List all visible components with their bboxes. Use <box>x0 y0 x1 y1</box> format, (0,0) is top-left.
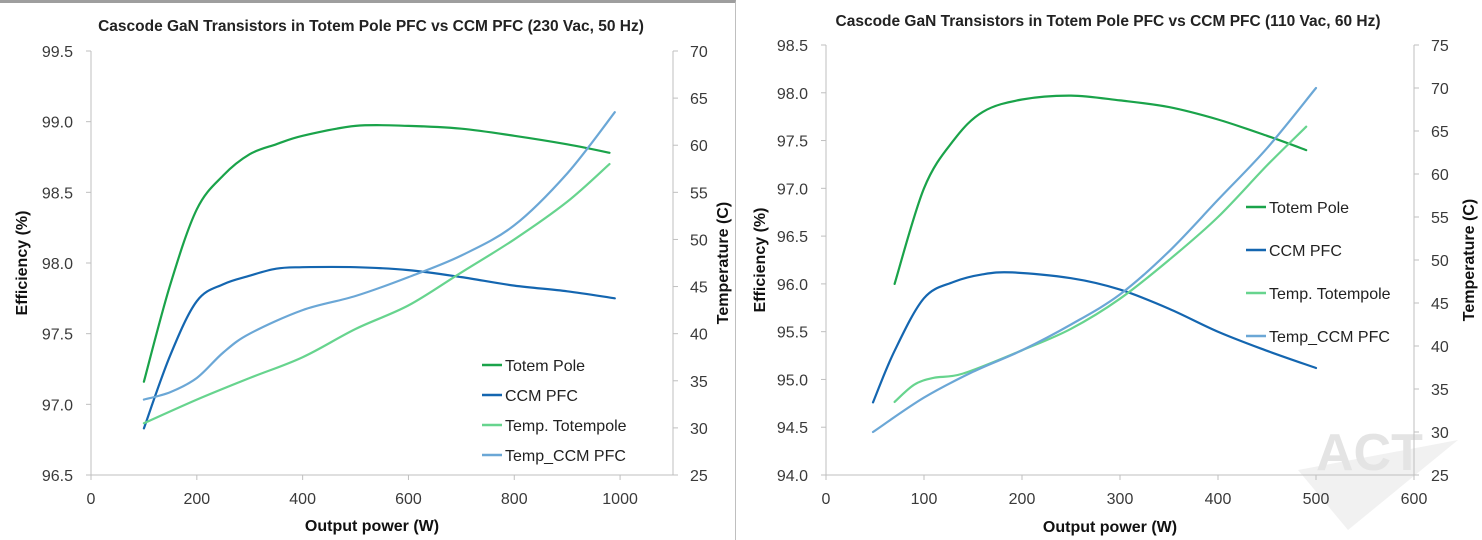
y2-tick-label: 75 <box>1431 38 1449 55</box>
x-axis-title: Output power (W) <box>305 518 439 535</box>
y-tick-label: 97.5 <box>777 134 808 151</box>
y-tick-label: 97.0 <box>42 397 73 414</box>
series-line-totem-pole <box>142 123 611 383</box>
y2-tick-label: 30 <box>1431 425 1449 442</box>
x-tick-label: 400 <box>1205 491 1232 508</box>
x-tick-label: 200 <box>1009 491 1036 508</box>
y2-tick-label: 50 <box>1431 253 1449 270</box>
legend-label-ccm-pfc: CCM PFC <box>505 388 578 405</box>
x-tick-label: 1000 <box>602 491 638 508</box>
y-tick-label: 98.0 <box>42 256 73 273</box>
chart-title: Cascode GaN Transistors in Totem Pole PF… <box>98 18 644 35</box>
y-tick-label: 94.5 <box>777 420 808 437</box>
series-line-temp-ccm-pfc <box>871 86 1318 434</box>
y2-tick-label: 70 <box>690 44 708 61</box>
x-tick-label: 0 <box>87 491 96 508</box>
y2-tick-label: 55 <box>690 185 708 202</box>
y2-tick-label: 35 <box>1431 382 1449 399</box>
legend-label-temp-ccm-pfc: Temp_CCM PFC <box>505 448 626 465</box>
y2-tick-label: 25 <box>690 468 708 485</box>
y2-tick-label: 45 <box>1431 296 1449 313</box>
y-tick-label: 98.0 <box>777 86 808 103</box>
x-tick-label: 600 <box>1401 491 1428 508</box>
chart-230vac: Cascode GaN Transistors in Totem Pole PF… <box>14 18 732 535</box>
y-tick-label: 96.0 <box>777 277 808 294</box>
x-tick-label: 600 <box>395 491 422 508</box>
legend-label-temp-totempole: Temp. Totempole <box>1269 286 1391 303</box>
y-tick-label: 97.0 <box>777 181 808 198</box>
series-line-temp-ccm-pfc <box>142 111 616 401</box>
chart-panel-110vac: ACT Cascode GaN Transistors in Totem Pole… <box>738 0 1482 540</box>
y2-axis-title: Temperature (C) <box>1461 199 1478 321</box>
y2-tick-label: 65 <box>690 91 708 108</box>
x-tick-label: 200 <box>183 491 210 508</box>
y-tick-label: 96.5 <box>42 468 73 485</box>
y-tick-label: 98.5 <box>777 38 808 55</box>
x-tick-label: 0 <box>822 491 831 508</box>
legend-label-ccm-pfc: CCM PFC <box>1269 243 1342 260</box>
y2-tick-label: 25 <box>1431 468 1449 485</box>
legend-label-temp-ccm-pfc: Temp_CCM PFC <box>1269 329 1390 346</box>
series-line-ccm-pfc <box>142 265 616 430</box>
y2-tick-label: 40 <box>1431 339 1449 356</box>
chart-110vac: ACT Cascode GaN Transistors in Totem Pole… <box>752 13 1478 536</box>
y-axis-title: Efficiency (%) <box>752 208 769 313</box>
y-tick-label: 97.5 <box>42 327 73 344</box>
y2-tick-label: 60 <box>690 138 708 155</box>
x-tick-label: 500 <box>1303 491 1330 508</box>
x-tick-label: 100 <box>911 491 938 508</box>
y2-tick-label: 60 <box>1431 167 1449 184</box>
y2-tick-label: 35 <box>690 374 708 391</box>
chart-title: Cascode GaN Transistors in Totem Pole PF… <box>836 13 1381 30</box>
legend-label-temp-totempole: Temp. Totempole <box>505 418 627 435</box>
y-tick-label: 99.0 <box>42 115 73 132</box>
x-tick-label: 300 <box>1107 491 1134 508</box>
y2-tick-label: 55 <box>1431 210 1449 227</box>
y-tick-label: 99.5 <box>42 44 73 61</box>
y2-axis-title: Temperature (C) <box>715 202 732 324</box>
legend-label-totem-pole: Totem Pole <box>505 358 585 375</box>
y-tick-label: 98.5 <box>42 185 73 202</box>
legend: Totem Pole CCM PFC Temp. Totempole Temp_CCM… <box>482 358 627 465</box>
legend: Totem Pole CCM PFC Temp. Totempole Temp_CCM… <box>1246 200 1391 346</box>
series-line-temp-totempole <box>893 125 1308 403</box>
watermark-shape <box>1298 440 1458 530</box>
y2-tick-label: 45 <box>690 280 708 297</box>
y2-tick-label: 70 <box>1431 81 1449 98</box>
y-tick-label: 96.5 <box>777 229 808 246</box>
series-line-totem-pole <box>893 94 1308 285</box>
watermark-text: ACT <box>1316 424 1423 482</box>
x-axis-title: Output power (W) <box>1043 519 1177 536</box>
series-line-temp-totempole <box>142 163 611 425</box>
y2-tick-label: 65 <box>1431 124 1449 141</box>
y2-tick-label: 40 <box>690 327 708 344</box>
chart-panel-230vac: Cascode GaN Transistors in Totem Pole PF… <box>0 0 736 540</box>
series-line-ccm-pfc <box>871 271 1318 404</box>
act-watermark: ACT <box>1298 424 1458 530</box>
y-tick-label: 95.0 <box>777 372 808 389</box>
y2-tick-label: 30 <box>690 421 708 438</box>
x-tick-label: 800 <box>501 491 528 508</box>
x-tick-label: 400 <box>289 491 316 508</box>
y2-tick-label: 50 <box>690 232 708 249</box>
legend-label-totem-pole: Totem Pole <box>1269 200 1349 217</box>
y-tick-label: 95.5 <box>777 325 808 342</box>
y-axis-title: Efficiency (%) <box>14 211 31 316</box>
y-tick-label: 94.0 <box>777 468 808 485</box>
